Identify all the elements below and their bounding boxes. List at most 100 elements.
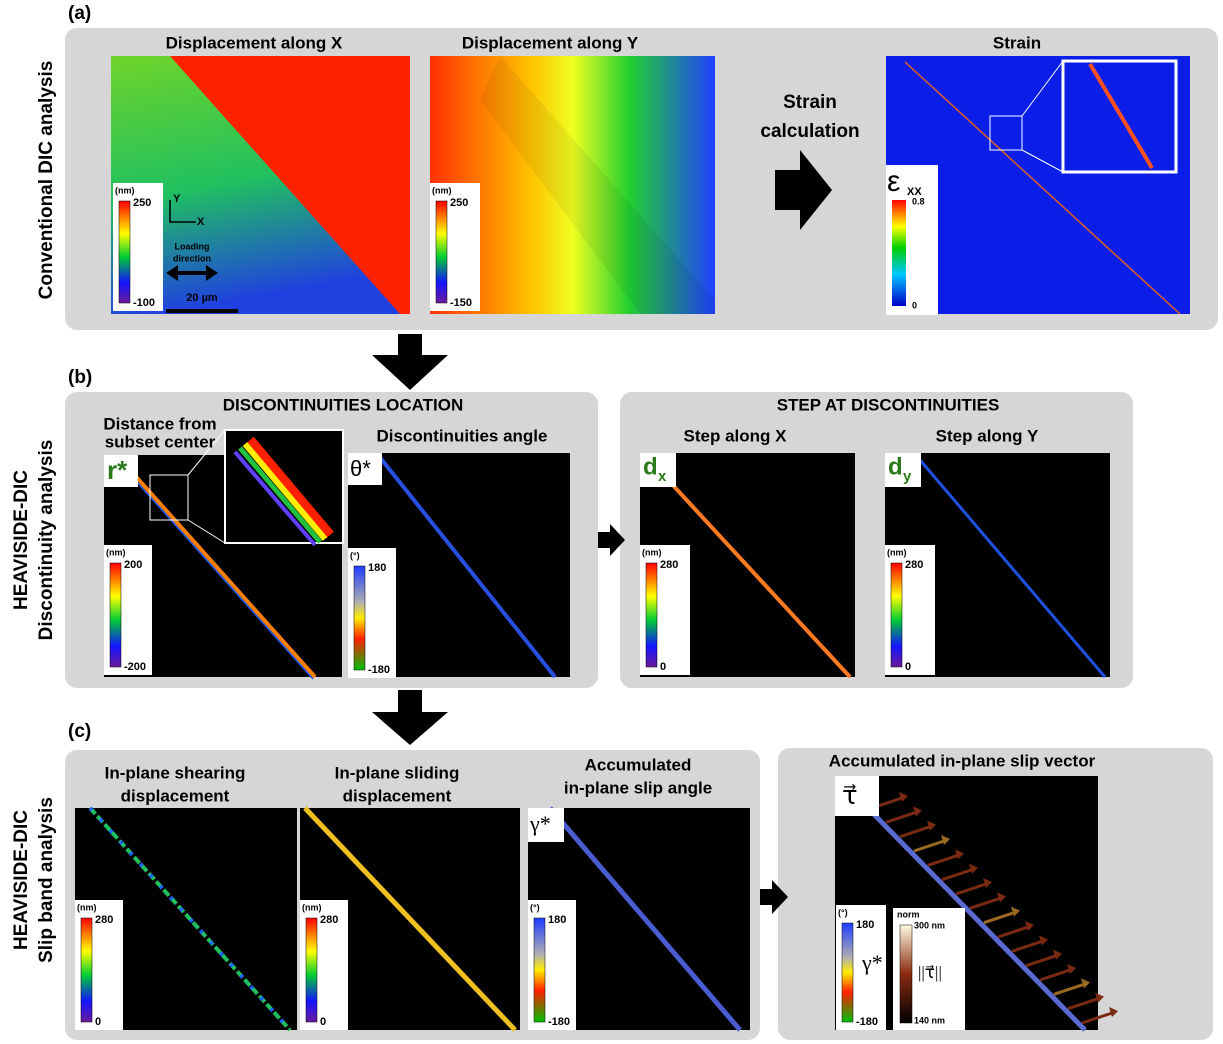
side-label: Discontinuity analysis xyxy=(36,440,57,641)
label: (nm) xyxy=(432,185,452,195)
vector-arrow xyxy=(927,853,959,867)
label: ε xyxy=(887,165,900,198)
colorbar xyxy=(533,917,546,1023)
label: ||τ⃗|| xyxy=(918,963,942,982)
label: 0 xyxy=(912,300,917,310)
label: (nm) xyxy=(887,547,907,557)
vector-head xyxy=(1081,978,1090,989)
vector-arrow xyxy=(955,882,987,896)
vector-arrow xyxy=(1039,968,1071,982)
label: Strain xyxy=(783,92,837,113)
label: d xyxy=(888,453,903,480)
vector-head xyxy=(983,878,992,888)
vector-arrow xyxy=(1081,1011,1113,1025)
vector-head xyxy=(899,792,908,802)
colorbar xyxy=(118,200,131,304)
colorbar xyxy=(80,917,93,1023)
layout xyxy=(65,28,1218,1040)
side-label: Slip band analysis xyxy=(36,797,57,963)
vector-head xyxy=(955,849,964,860)
label: 280 xyxy=(905,559,923,571)
label: Distance from xyxy=(103,414,216,433)
label: DISCONTINUITIES LOCATION xyxy=(223,395,464,414)
label: (nm) xyxy=(106,547,126,557)
label: 0 xyxy=(660,661,666,673)
vector-head xyxy=(941,835,950,845)
label: 180 xyxy=(548,914,566,926)
label: x xyxy=(658,468,667,485)
label: 0.8 xyxy=(912,196,925,206)
label: 180 xyxy=(368,562,386,574)
side-label: HEAVISIDE-DIC xyxy=(11,810,32,950)
tag-box xyxy=(104,455,138,487)
label: 0 xyxy=(320,1016,326,1028)
label: XX xyxy=(907,186,922,198)
label: (nm) xyxy=(642,547,662,557)
vector-arrow xyxy=(1053,982,1085,996)
label: in-plane slip angle xyxy=(564,778,712,797)
vector-arrow xyxy=(983,911,1015,925)
vector-arrow xyxy=(885,810,917,824)
vector-arrow xyxy=(1025,954,1057,968)
vector-head xyxy=(1109,1007,1118,1017)
vector-head xyxy=(1095,992,1104,1003)
label: θ* xyxy=(350,456,371,481)
label: Loading xyxy=(140,959,175,969)
vector-head xyxy=(1067,964,1076,974)
label: 140 nm xyxy=(914,1015,945,1025)
colorbar xyxy=(645,562,658,668)
label: (nm) xyxy=(115,185,135,195)
vector-arrow xyxy=(997,925,1029,939)
label: Step along X xyxy=(684,426,788,445)
colorbar xyxy=(435,200,448,304)
label: Strain xyxy=(993,33,1041,52)
label: -150 xyxy=(450,297,472,309)
colorbar xyxy=(109,562,122,668)
vector-head xyxy=(1053,949,1062,960)
label: (a) xyxy=(68,3,91,24)
label: 5 µm xyxy=(186,654,212,666)
tag-box xyxy=(348,453,382,485)
vector-arrow xyxy=(913,839,945,853)
vector-arrow xyxy=(941,868,973,882)
label: y xyxy=(903,468,912,485)
colorbar xyxy=(892,200,906,306)
vector-head xyxy=(1011,906,1020,917)
label: Accumulated in-plane slip vector xyxy=(829,751,1096,770)
vector-arrow xyxy=(969,896,1001,910)
colorbar xyxy=(890,562,903,668)
colorbar xyxy=(305,917,318,1023)
label: -180 xyxy=(548,1016,570,1028)
tag-box xyxy=(835,776,879,816)
vector-head xyxy=(969,863,978,874)
label: In-plane sliding xyxy=(335,763,460,782)
label: 0 xyxy=(95,1016,101,1028)
label: Displacement along Y xyxy=(462,33,639,52)
label: Discontinuities angle xyxy=(377,426,548,445)
colorbar xyxy=(841,922,854,1023)
label: direction xyxy=(173,253,211,263)
label: Accumulated xyxy=(585,755,692,774)
label: In-plane shearing xyxy=(105,763,246,782)
side-label: Conventional DIC analysis xyxy=(36,61,57,300)
label: displacement xyxy=(121,786,230,805)
label: subset center xyxy=(105,432,216,451)
label: 250 xyxy=(133,197,151,209)
vector-arrow xyxy=(1011,939,1043,953)
vector-head xyxy=(1025,921,1034,931)
vector-head xyxy=(997,892,1006,903)
label: (°) xyxy=(530,902,540,912)
label: 5 µm xyxy=(144,1007,170,1019)
label: -200 xyxy=(124,661,146,673)
label: 250 xyxy=(450,197,468,209)
label: 20 µm xyxy=(186,292,218,304)
vector-head xyxy=(927,820,936,831)
vector-arrow xyxy=(899,825,931,839)
label: τ⃗ xyxy=(842,781,858,810)
label: 280 xyxy=(95,914,113,926)
label: Loading xyxy=(175,241,210,251)
vector-arrow xyxy=(1067,997,1099,1011)
label: -180 xyxy=(856,1016,878,1028)
label: (°) xyxy=(350,550,360,560)
